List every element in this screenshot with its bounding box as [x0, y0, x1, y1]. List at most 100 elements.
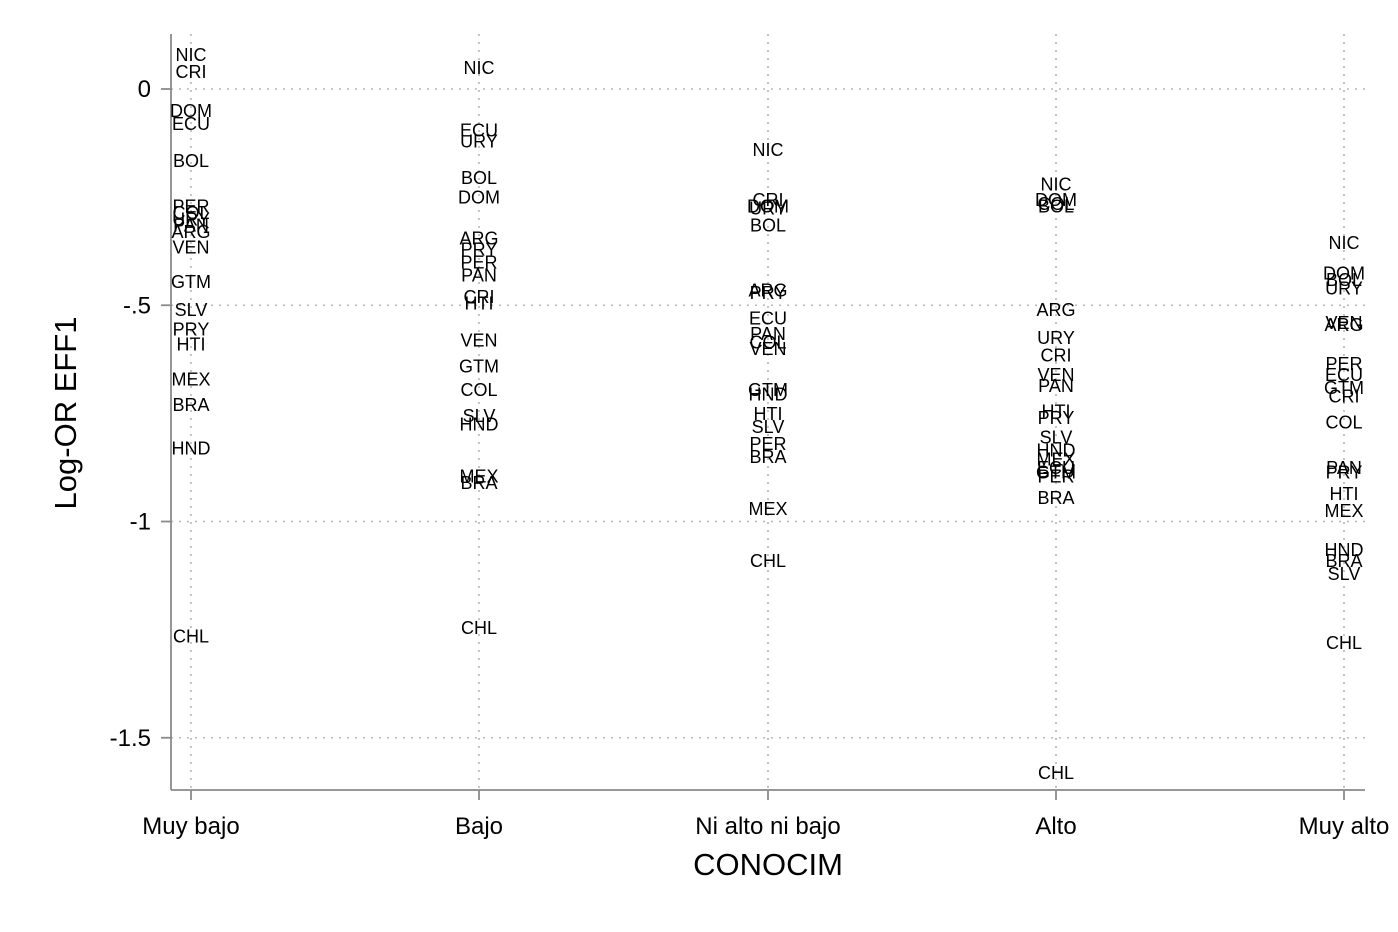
point-label: PAN	[173, 216, 209, 236]
point-label: SLV	[1040, 428, 1073, 448]
point-label: DOM	[747, 196, 789, 216]
point-label: NIC	[176, 45, 207, 65]
point-label: SLV	[175, 300, 208, 320]
point-label: PRY	[173, 320, 210, 340]
point-label: PAN	[461, 265, 497, 285]
point-label: PER	[460, 253, 497, 273]
y-tick-label: -1.5	[110, 725, 151, 752]
point-label: MEX	[748, 499, 787, 519]
data-points: NICCRIDOMECUBOLPERCOLURYPANARGVENGTMSLVP…	[170, 45, 1365, 783]
point-label: BRA	[172, 395, 209, 415]
point-label: HND	[1037, 441, 1076, 461]
point-label: HTI	[465, 294, 494, 314]
point-label: VEN	[172, 237, 209, 257]
y-tick-label: -.5	[123, 292, 151, 319]
point-label: HND	[749, 384, 788, 404]
point-label: URY	[1325, 278, 1363, 298]
point-label: DOM	[1035, 190, 1077, 210]
x-tick-label: Bajo	[455, 813, 503, 840]
point-label: VEN	[1037, 365, 1074, 385]
point-label: GTM	[748, 380, 788, 400]
y-tick-label: 0	[138, 76, 151, 103]
point-label: BOL	[173, 151, 209, 171]
point-label: CHL	[173, 627, 209, 647]
point-label: CRI	[1041, 345, 1072, 365]
point-label: GTM	[1324, 378, 1364, 398]
point-label: MEX	[1324, 501, 1363, 521]
point-label: BOL	[750, 216, 786, 236]
x-axis-title: CONOCIM	[693, 847, 843, 882]
x-tick-label: Ni alto ni bajo	[695, 813, 840, 840]
point-label: ARG	[1324, 315, 1363, 335]
point-label: ARG	[748, 281, 787, 301]
point-label: CRI	[753, 190, 784, 210]
point-label: COL	[172, 203, 209, 223]
point-label: URY	[1037, 328, 1075, 348]
point-label: HTI	[1330, 484, 1359, 504]
y-axis-title: Log-OR EFF1	[48, 317, 83, 510]
point-label: PRY	[461, 240, 498, 260]
point-label: VEN	[749, 339, 786, 359]
point-label: PER	[172, 196, 209, 216]
x-axis-ticks: Muy bajo Bajo Ni alto ni bajo Alto Muy alto	[142, 790, 1389, 840]
point-label: DOM	[458, 188, 500, 208]
point-label: BRA	[460, 473, 497, 493]
point-label: PER	[1037, 467, 1074, 487]
x-tick-label: Alto	[1035, 813, 1076, 840]
point-label: BRA	[1325, 551, 1362, 571]
point-label: PAN	[1038, 376, 1074, 396]
point-label: BRA	[749, 447, 786, 467]
y-axis-ticks: 0 -.5 -1 -1.5	[110, 76, 171, 752]
point-label: HTI	[754, 404, 783, 424]
point-label: PAN	[750, 324, 786, 344]
point-label: ECU	[172, 114, 210, 134]
point-label: ECU	[1037, 458, 1075, 478]
point-label: ARG	[171, 222, 210, 242]
point-label: CHL	[1326, 633, 1362, 653]
point-label: URY	[749, 198, 787, 218]
point-label: PRY	[750, 283, 787, 303]
point-label: PER	[749, 434, 786, 454]
point-label: NIC	[753, 140, 784, 160]
point-label: NIC	[464, 58, 495, 78]
point-label: SLV	[752, 417, 785, 437]
point-label: COL	[1037, 194, 1074, 214]
point-label: NIC	[1041, 175, 1072, 195]
point-label: ECU	[749, 309, 787, 329]
point-label: NIC	[1329, 233, 1360, 253]
point-label: ECU	[1325, 365, 1363, 385]
point-label: PAN	[1326, 458, 1362, 478]
point-label: VEN	[460, 330, 497, 350]
point-label: HTI	[1042, 402, 1071, 422]
point-label: ECU	[460, 121, 498, 141]
x-tick-label: Muy alto	[1299, 813, 1390, 840]
point-label: PRY	[1038, 408, 1075, 428]
point-label: URY	[172, 209, 210, 229]
point-label: CHL	[750, 551, 786, 571]
point-label: ARG	[1036, 300, 1075, 320]
point-label: PRY	[1326, 462, 1363, 482]
point-label: CHL	[1038, 763, 1074, 783]
point-label: GTM	[171, 272, 211, 292]
point-label: COL	[460, 380, 497, 400]
point-label: BOL	[461, 168, 497, 188]
point-label: VEN	[1325, 313, 1362, 333]
point-label: HND	[172, 438, 211, 458]
point-label: HND	[1325, 540, 1364, 560]
point-label: CRI	[464, 287, 495, 307]
point-label: HTI	[177, 335, 206, 355]
point-label: DOM	[1323, 263, 1365, 283]
point-label: BRA	[1037, 488, 1074, 508]
point-label: CRI	[1329, 387, 1360, 407]
y-tick-label: -1	[130, 509, 151, 536]
x-tick-label: Muy bajo	[142, 813, 239, 840]
point-label: GTM	[1036, 462, 1076, 482]
point-label: SLV	[1328, 564, 1361, 584]
point-label: DOM	[170, 101, 212, 121]
point-label: GTM	[459, 356, 499, 376]
point-label: MEX	[171, 369, 210, 389]
point-label: COL	[749, 333, 786, 353]
point-label: SLV	[463, 406, 496, 426]
point-label: PER	[1325, 354, 1362, 374]
